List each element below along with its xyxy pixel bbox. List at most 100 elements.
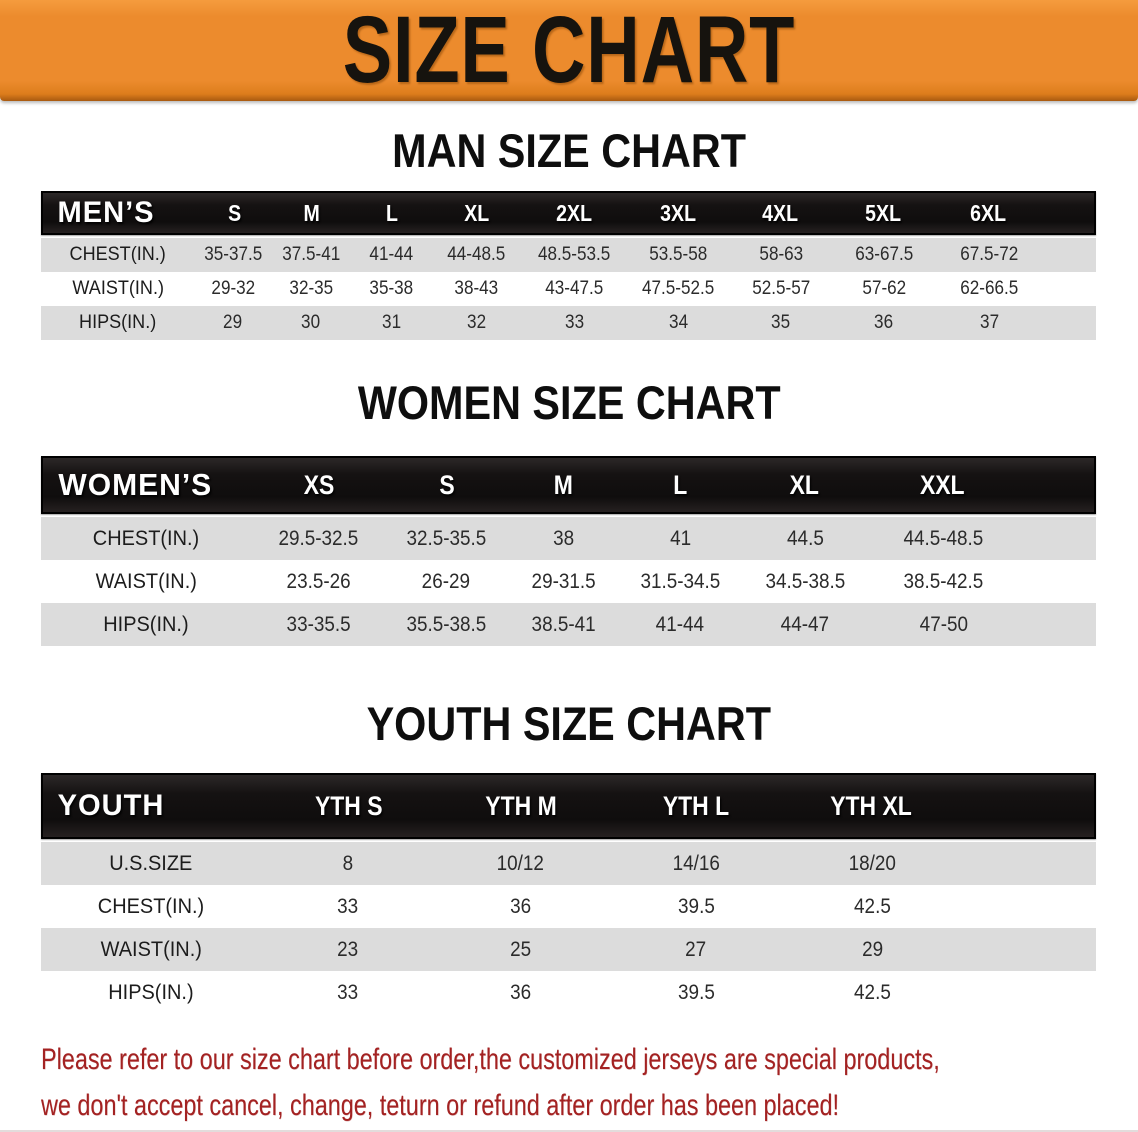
column-header-cell: 5XL <box>831 200 934 227</box>
size-value-cell-text: 33 <box>564 312 584 333</box>
table-header-row: YOUTH YTH S YTH M YTH L YTH XL <box>41 773 1096 839</box>
row-label-cell-text: CHEST(IN.) <box>69 244 167 265</box>
youth-section-heading-text: YOUTH SIZE CHART <box>366 697 772 750</box>
men-section-heading-text: MAN SIZE CHART <box>392 124 746 177</box>
size-value-cell: 27 <box>608 938 785 962</box>
size-value-cell-text: 35.5-38.5 <box>406 612 487 636</box>
row-label-cell-text: HIPS(IN.) <box>79 312 157 333</box>
size-value-cell: 42.5 <box>785 895 960 919</box>
size-value-cell: 52.5-57 <box>730 278 832 300</box>
row-label-cell: CHEST(IN.) <box>41 895 261 919</box>
youth-section: YOUTH SIZE CHART YOUTH YTH S YTH M YTH L YTH… <box>0 697 1138 1014</box>
size-value-cell-text: 34 <box>668 312 688 333</box>
row-label-cell-text: WAIST(IN.) <box>100 937 202 961</box>
size-value-cell-text: 37.5-41 <box>282 244 341 265</box>
size-value-cell: 31 <box>351 312 431 334</box>
size-value-cell: 47-50 <box>871 613 1016 637</box>
row-label-cell: WAIST(IN.) <box>41 278 195 300</box>
size-value-cell-text: 31 <box>381 312 401 333</box>
column-header-cell-text: YTH S <box>314 790 383 821</box>
size-value-cell: 41-44 <box>351 244 431 266</box>
size-value-cell: 57-62 <box>832 278 935 300</box>
size-value-cell-text: 32 <box>467 312 487 333</box>
size-value-cell: 35.5-38.5 <box>386 613 506 637</box>
table-row: CHEST(IN.) 29.5-32.5 32.5-35.5 38 41 44.5 44.5… <box>41 517 1096 560</box>
column-header-cell: XS <box>252 470 387 501</box>
size-value-cell: 14/16 <box>608 852 785 876</box>
size-value-cell-text: 38.5-42.5 <box>903 569 984 593</box>
row-label-cell-text: CHEST(IN.) <box>98 894 205 918</box>
row-label-cell: U.S.SIZE <box>41 852 261 876</box>
size-value-cell: 41 <box>621 527 739 551</box>
size-value-cell-text: 41 <box>669 526 691 550</box>
size-value-cell: 44-48.5 <box>431 244 522 266</box>
size-value-cell-text: 62-66.5 <box>960 278 1019 299</box>
row-label-cell: HIPS(IN.) <box>41 613 251 637</box>
size-value-cell-text: 23 <box>336 937 358 961</box>
size-value-cell: 33-35.5 <box>251 613 386 637</box>
size-value-cell-text: 18/20 <box>848 851 896 875</box>
size-value-cell-text: 31.5-34.5 <box>640 569 721 593</box>
table-row: U.S.SIZE 8 10/12 14/16 18/20 <box>41 842 1096 885</box>
size-value-cell-text: 29-32 <box>211 278 255 299</box>
column-header-cell-text: XXL <box>919 469 965 500</box>
size-value-cell: 38.5-41 <box>506 613 621 637</box>
column-header-cell: L <box>621 470 739 501</box>
column-header-cell-text: M <box>554 469 574 500</box>
size-value-cell: 38.5-42.5 <box>871 570 1016 594</box>
size-value-cell: 53.5-58 <box>626 244 729 266</box>
column-header-cell: 3XL <box>626 200 729 227</box>
table-row: HIPS(IN.) 33-35.5 35.5-38.5 38.5-41 41-44 44-… <box>41 603 1096 646</box>
size-value-cell-text: 41-44 <box>656 612 705 636</box>
column-header-cell-text: M <box>303 199 321 226</box>
size-value-cell: 48.5-53.5 <box>522 244 626 266</box>
row-label-cell-text: HIPS(IN.) <box>108 980 194 1004</box>
disclaimer-line-1: Please refer to our size chart before or… <box>41 1043 940 1076</box>
column-header-cell-text: 6XL <box>969 199 1006 226</box>
size-value-cell-text: 35 <box>771 312 791 333</box>
column-header-cell: YTH L <box>607 791 784 822</box>
size-value-cell-text: 23.5-26 <box>286 569 351 593</box>
row-label-cell-text: WAIST(IN.) <box>95 569 197 593</box>
size-value-cell: 58-63 <box>730 244 832 266</box>
size-value-cell: 43-47.5 <box>522 278 626 300</box>
table-row: HIPS(IN.) 29 30 31 32 33 34 35 36 37 <box>41 306 1096 340</box>
column-header-cell: L <box>352 200 432 227</box>
size-value-cell-text: 67.5-72 <box>960 244 1019 265</box>
size-value-cell: 35-38 <box>351 278 431 300</box>
column-header-cell-text: 4XL <box>762 199 799 226</box>
size-value-cell-text: 29 <box>223 312 243 333</box>
column-header-cell-text: XL <box>789 469 820 500</box>
men-section-heading: MAN SIZE CHART <box>0 124 1138 177</box>
size-value-cell-text: 47-50 <box>919 612 968 636</box>
size-value-cell-text: 25 <box>509 937 531 961</box>
size-value-cell-text: 38.5-41 <box>531 612 596 636</box>
size-value-cell: 37.5-41 <box>271 244 351 266</box>
table-row: WAIST(IN.) 29-32 32-35 35-38 38-43 43-47.5 47.… <box>41 272 1096 306</box>
size-value-cell: 35-37.5 <box>195 244 271 266</box>
column-header-cell: S <box>387 470 507 501</box>
size-value-cell-text: 63-67.5 <box>854 244 913 265</box>
size-value-cell: 33 <box>522 312 626 334</box>
banner: SIZE CHART <box>0 0 1138 101</box>
column-header-cell: M <box>506 470 621 501</box>
column-header-cell: XXL <box>870 470 1014 501</box>
size-value-cell: 36 <box>832 312 935 334</box>
table-corner-label: WOMEN’S <box>43 467 252 503</box>
size-value-cell: 42.5 <box>785 981 960 1005</box>
size-value-cell-text: 52.5-57 <box>752 278 811 299</box>
size-value-cell-text: 58-63 <box>759 244 803 265</box>
size-value-cell-text: 53.5-58 <box>649 244 708 265</box>
column-header-cell: 2XL <box>522 200 626 227</box>
column-header-cell-text: 5XL <box>864 199 901 226</box>
size-value-cell: 23.5-26 <box>251 570 386 594</box>
column-header-cell-text: YTH L <box>662 790 729 821</box>
size-value-cell: 63-67.5 <box>832 244 935 266</box>
size-value-cell-text: 33 <box>336 894 358 918</box>
size-value-cell-text: 10/12 <box>496 851 545 875</box>
column-header-cell-text: S <box>438 469 455 500</box>
column-header-cell-text: YTH XL <box>830 790 912 821</box>
table-corner-label-text: YOUTH <box>57 789 165 822</box>
column-header-cell-text: XS <box>304 469 335 500</box>
